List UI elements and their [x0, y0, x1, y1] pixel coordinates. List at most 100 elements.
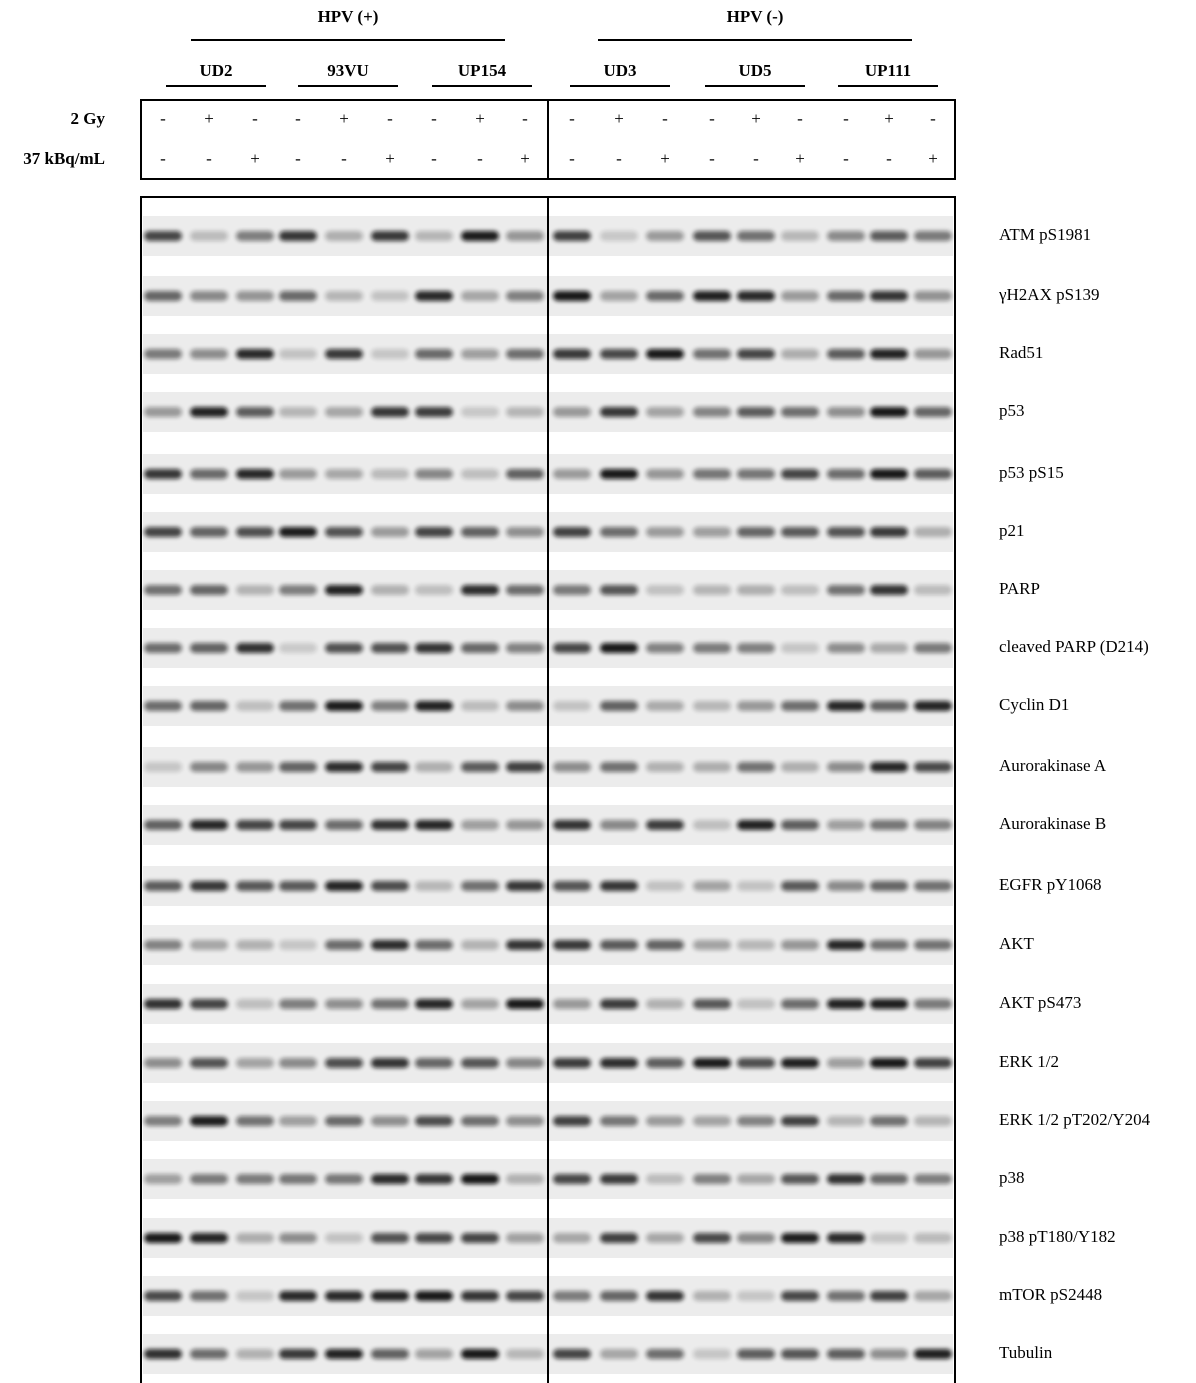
- band: [461, 1233, 499, 1243]
- band: [144, 407, 182, 417]
- band: [461, 231, 499, 241]
- band: [279, 820, 317, 830]
- band: [870, 701, 908, 711]
- band: [914, 1058, 952, 1068]
- band: [646, 407, 684, 417]
- band: [646, 820, 684, 830]
- band: [190, 1058, 228, 1068]
- band: [600, 1116, 638, 1126]
- band: [914, 407, 952, 417]
- band: [461, 1116, 499, 1126]
- treatment-sign: +: [884, 109, 894, 128]
- band: [236, 999, 274, 1009]
- band: [600, 407, 638, 417]
- band: [415, 643, 453, 653]
- treatment-sign: -: [930, 109, 936, 128]
- band: [415, 1233, 453, 1243]
- treatment-sign: -: [522, 109, 528, 128]
- band: [506, 1291, 544, 1301]
- band: [144, 349, 182, 359]
- band: [781, 999, 819, 1009]
- band: [190, 701, 228, 711]
- band: [371, 999, 409, 1009]
- treatment-sign: -: [662, 109, 668, 128]
- band: [461, 527, 499, 537]
- treatment-sign: +: [660, 149, 670, 168]
- band: [600, 1233, 638, 1243]
- band: [415, 1174, 453, 1184]
- band: [190, 349, 228, 359]
- band: [190, 407, 228, 417]
- band: [415, 527, 453, 537]
- band: [144, 291, 182, 301]
- band: [870, 881, 908, 891]
- band: [506, 762, 544, 772]
- band: [553, 527, 591, 537]
- band: [190, 881, 228, 891]
- band: [144, 469, 182, 479]
- band: [737, 291, 775, 301]
- band: [600, 1174, 638, 1184]
- band: [693, 701, 731, 711]
- treatment-sign: -: [341, 149, 347, 168]
- band: [190, 940, 228, 950]
- protein-label: Aurorakinase A: [999, 756, 1107, 775]
- band: [553, 1349, 591, 1359]
- band: [461, 643, 499, 653]
- band: [279, 999, 317, 1009]
- band: [600, 585, 638, 595]
- cell-line-label: UD5: [738, 61, 771, 80]
- band: [553, 701, 591, 711]
- band: [279, 881, 317, 891]
- band: [144, 1116, 182, 1126]
- band: [325, 349, 363, 359]
- band: [781, 585, 819, 595]
- band: [415, 1058, 453, 1068]
- band: [870, 643, 908, 653]
- band: [737, 1174, 775, 1184]
- band: [506, 231, 544, 241]
- band: [371, 1174, 409, 1184]
- band: [236, 1174, 274, 1184]
- band: [144, 231, 182, 241]
- band: [325, 527, 363, 537]
- band: [646, 349, 684, 359]
- band: [236, 1116, 274, 1126]
- band: [506, 940, 544, 950]
- band: [870, 820, 908, 830]
- band: [144, 762, 182, 772]
- band: [914, 1116, 952, 1126]
- protein-label: p53 pS15: [999, 463, 1064, 482]
- band: [914, 999, 952, 1009]
- band: [646, 291, 684, 301]
- band: [144, 643, 182, 653]
- band: [737, 999, 775, 1009]
- treatment-sign: -: [843, 109, 849, 128]
- band: [600, 701, 638, 711]
- band: [737, 820, 775, 830]
- band: [600, 940, 638, 950]
- cell-line-label: 93VU: [327, 61, 369, 80]
- protein-label: EGFR pY1068: [999, 875, 1101, 894]
- band: [415, 349, 453, 359]
- band: [553, 469, 591, 479]
- band: [553, 762, 591, 772]
- band: [693, 643, 731, 653]
- band: [190, 291, 228, 301]
- band: [371, 469, 409, 479]
- band: [600, 231, 638, 241]
- band: [646, 643, 684, 653]
- band: [781, 231, 819, 241]
- band: [415, 1116, 453, 1126]
- band: [236, 1349, 274, 1359]
- band: [236, 881, 274, 891]
- band: [279, 643, 317, 653]
- band: [914, 820, 952, 830]
- protein-label: γH2AX pS139: [998, 285, 1100, 304]
- band: [144, 940, 182, 950]
- band: [236, 291, 274, 301]
- band: [827, 940, 865, 950]
- band: [461, 349, 499, 359]
- band: [737, 585, 775, 595]
- band: [325, 1291, 363, 1301]
